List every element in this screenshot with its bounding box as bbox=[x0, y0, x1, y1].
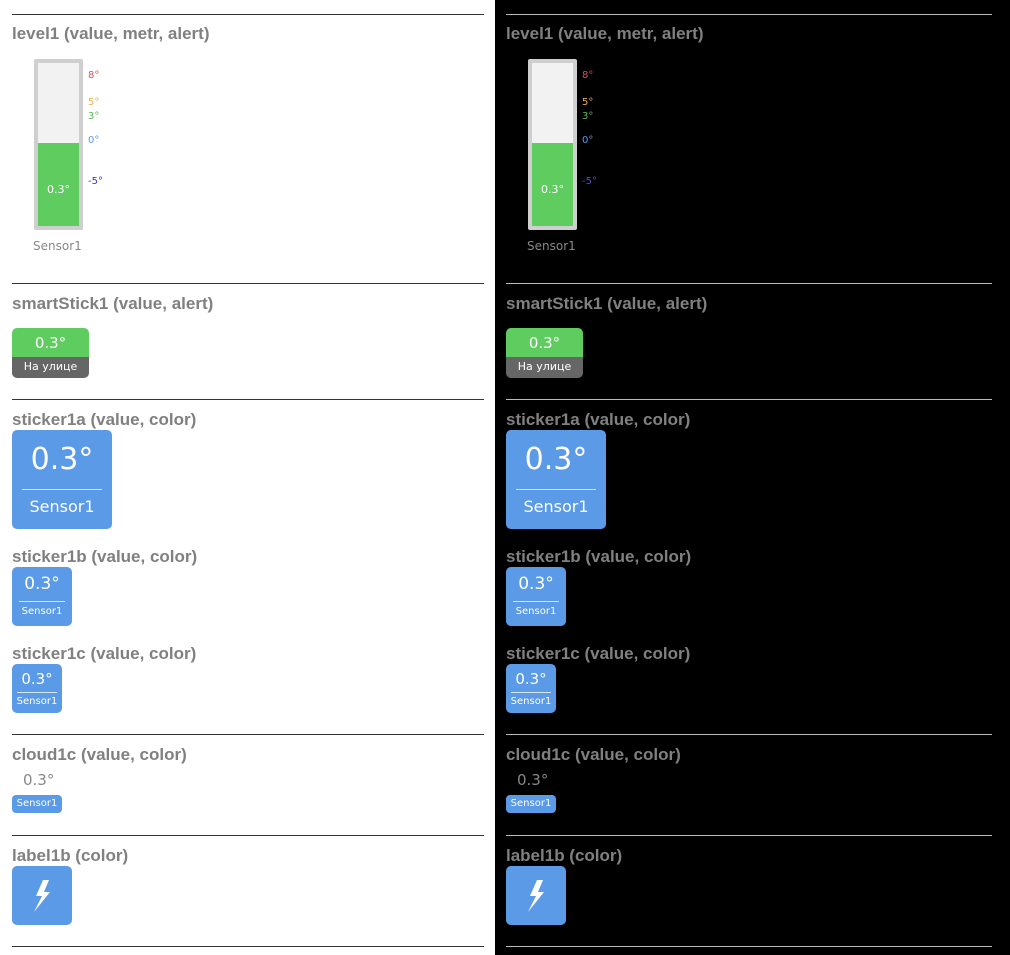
scale-mark-minus5: -5° bbox=[88, 176, 103, 187]
level-value: 0.3° bbox=[47, 183, 70, 196]
scale-mark-0: 0° bbox=[582, 135, 594, 146]
smartstick1-widget[interactable]: 0.3° На улице bbox=[506, 328, 583, 378]
sticker1b-widget[interactable]: 0.3° Sensor1 bbox=[506, 567, 566, 626]
level-value: 0.3° bbox=[541, 183, 564, 196]
sticker1c-title: sticker1c (value, color) bbox=[12, 644, 197, 663]
sticker-caption: Sensor1 bbox=[510, 696, 552, 707]
cloud1c-title: cloud1c (value, color) bbox=[12, 745, 187, 764]
cloud1c-caption[interactable]: Sensor1 bbox=[12, 795, 62, 813]
smartstick1-title: smartStick1 (value, alert) bbox=[12, 294, 214, 313]
sticker-divider bbox=[17, 692, 57, 693]
scale-mark-minus5: -5° bbox=[582, 176, 597, 187]
level1-caption: Sensor1 bbox=[527, 239, 576, 253]
sticker-divider bbox=[513, 601, 559, 602]
level-fill bbox=[38, 143, 79, 226]
divider bbox=[12, 946, 484, 947]
sticker1c-widget[interactable]: 0.3° Sensor1 bbox=[12, 664, 62, 713]
scale-mark-8: 8° bbox=[88, 70, 100, 81]
level1-title: level1 (value, metr, alert) bbox=[506, 24, 704, 43]
sticker-value: 0.3° bbox=[21, 670, 53, 688]
sticker-caption: Sensor1 bbox=[16, 696, 58, 707]
level1-caption: Sensor1 bbox=[33, 239, 82, 253]
sticker1a-title: sticker1a (value, color) bbox=[12, 410, 197, 429]
cloud1c-title: cloud1c (value, color) bbox=[506, 745, 681, 764]
scale-mark-3: 3° bbox=[88, 111, 100, 122]
sticker-value: 0.3° bbox=[515, 670, 547, 688]
lightning-icon bbox=[34, 880, 50, 912]
lightning-icon bbox=[528, 880, 544, 912]
sticker1b-title: sticker1b (value, color) bbox=[12, 547, 198, 566]
sticker-caption: Sensor1 bbox=[29, 497, 95, 516]
divider bbox=[506, 734, 992, 735]
divider bbox=[506, 399, 992, 400]
smartstick-caption: На улице bbox=[506, 357, 583, 378]
sticker1c-widget[interactable]: 0.3° Sensor1 bbox=[506, 664, 556, 713]
sticker1a-widget[interactable]: 0.3° Sensor1 bbox=[506, 430, 606, 529]
sticker-value: 0.3° bbox=[518, 574, 554, 594]
label1b-title: label1b (color) bbox=[12, 846, 129, 865]
divider bbox=[12, 399, 484, 400]
scale-mark-3: 3° bbox=[582, 111, 594, 122]
scale-mark-5: 5° bbox=[582, 97, 594, 108]
divider bbox=[12, 835, 484, 836]
smartstick-value: 0.3° bbox=[12, 328, 89, 357]
sticker-caption: Sensor1 bbox=[21, 606, 63, 617]
sticker-divider bbox=[19, 601, 65, 602]
label1b-widget[interactable] bbox=[12, 866, 72, 925]
level1-widget[interactable]: 0.3° bbox=[528, 59, 577, 230]
smartstick1-widget[interactable]: 0.3° На улице bbox=[12, 328, 89, 378]
divider bbox=[506, 946, 992, 947]
divider bbox=[506, 283, 992, 284]
cloud1c-value[interactable]: 0.3° bbox=[517, 771, 549, 789]
level1-widget[interactable]: 0.3° bbox=[34, 59, 83, 230]
scale-mark-8: 8° bbox=[582, 70, 594, 81]
sticker-value: 0.3° bbox=[30, 442, 94, 477]
sticker-caption: Sensor1 bbox=[523, 497, 589, 516]
divider bbox=[12, 734, 484, 735]
sticker1b-widget[interactable]: 0.3° Sensor1 bbox=[12, 567, 72, 626]
sticker1a-title: sticker1a (value, color) bbox=[506, 410, 691, 429]
sticker1b-title: sticker1b (value, color) bbox=[506, 547, 692, 566]
smartstick1-title: smartStick1 (value, alert) bbox=[506, 294, 708, 313]
level-fill bbox=[532, 143, 573, 226]
scale-mark-5: 5° bbox=[88, 97, 100, 108]
sticker-value: 0.3° bbox=[24, 574, 60, 594]
sticker1c-title: sticker1c (value, color) bbox=[506, 644, 691, 663]
label1b-widget[interactable] bbox=[506, 866, 566, 925]
divider bbox=[12, 283, 484, 284]
cloud1c-caption[interactable]: Sensor1 bbox=[506, 795, 556, 813]
smartstick-caption: На улице bbox=[12, 357, 89, 378]
cloud1c-value[interactable]: 0.3° bbox=[23, 771, 55, 789]
divider bbox=[506, 14, 992, 15]
dark-theme-panel: level1 (value, metr, alert) 0.3° 8° 5° 3… bbox=[495, 0, 1010, 955]
sticker-divider bbox=[511, 692, 551, 693]
scale-mark-0: 0° bbox=[88, 135, 100, 146]
light-theme-panel: level1 (value, metr, alert) 0.3° 8° 5° 3… bbox=[0, 0, 495, 955]
sticker-divider bbox=[22, 489, 102, 490]
smartstick-value: 0.3° bbox=[506, 328, 583, 357]
label1b-title: label1b (color) bbox=[506, 846, 623, 865]
divider bbox=[506, 835, 992, 836]
sticker-divider bbox=[516, 489, 596, 490]
level1-title: level1 (value, metr, alert) bbox=[12, 24, 210, 43]
sticker-caption: Sensor1 bbox=[515, 606, 557, 617]
sticker-value: 0.3° bbox=[524, 442, 588, 477]
sticker1a-widget[interactable]: 0.3° Sensor1 bbox=[12, 430, 112, 529]
divider bbox=[12, 14, 484, 15]
